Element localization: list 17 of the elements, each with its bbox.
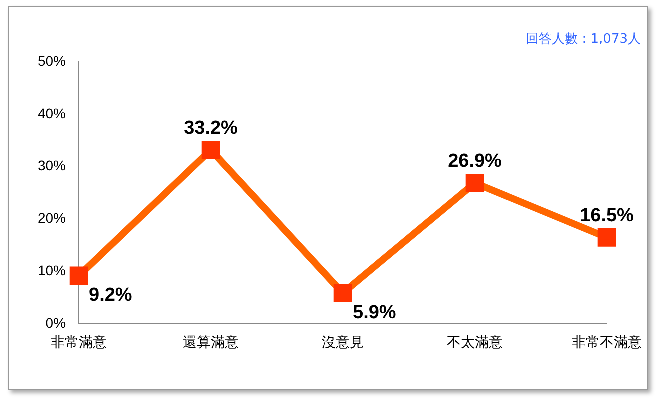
x-tick-label: 不太滿意: [447, 335, 504, 352]
y-tick-label: 50%: [38, 52, 66, 69]
x-tick-label: 非常不滿意: [572, 335, 642, 352]
data-label: 5.9%: [353, 302, 396, 324]
y-tick-label: 0%: [46, 315, 66, 332]
x-tick-label: 沒意見: [322, 335, 364, 352]
x-tick-label: 非常滿意: [51, 335, 108, 352]
y-tick-label: 20%: [38, 210, 66, 226]
y-tick-label: 10%: [38, 262, 66, 279]
y-tick-label: 40%: [38, 105, 66, 122]
text: 回答人數：1,073人: [526, 31, 641, 48]
y-tick-label: 30%: [38, 158, 66, 174]
x-tick-label: 還算滿意: [183, 335, 240, 352]
data-label: 9.2%: [89, 285, 132, 306]
data-label: 16.5%: [580, 205, 634, 226]
data-label: 33.2%: [184, 118, 238, 139]
data-label: 26.9%: [448, 150, 502, 172]
